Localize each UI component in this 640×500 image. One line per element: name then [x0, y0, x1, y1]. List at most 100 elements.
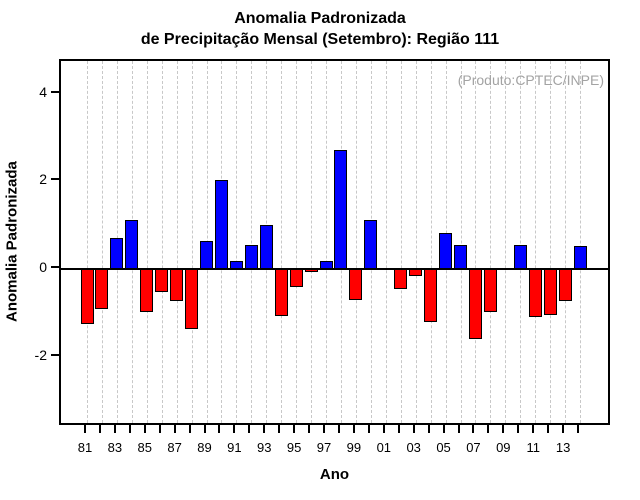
gridline	[400, 61, 402, 423]
x-tick	[352, 425, 355, 433]
bar-99	[349, 269, 363, 301]
bar-93	[259, 224, 273, 269]
x-tick	[547, 425, 550, 433]
bar-08	[483, 269, 497, 312]
y-tick	[51, 178, 59, 181]
chart-title: Anomalia Padronizada de Precipitação Men…	[0, 8, 640, 50]
x-tick	[487, 425, 490, 433]
y-tick-label: 4	[39, 83, 47, 100]
y-tick-label: 2	[39, 171, 47, 188]
x-tick-label: 81	[77, 440, 93, 455]
x-tick-label: 87	[167, 440, 182, 455]
bar-13	[558, 269, 572, 302]
x-tick	[113, 425, 116, 433]
gridline	[430, 61, 432, 423]
x-tick-label: 93	[257, 440, 272, 455]
gridline	[87, 61, 88, 423]
bar-95	[289, 269, 303, 287]
gridline	[281, 61, 283, 423]
bar-94	[274, 269, 288, 317]
gridline	[161, 61, 163, 423]
bar-98	[334, 150, 348, 269]
gridline	[550, 61, 552, 423]
x-tick-label: 03	[406, 440, 421, 455]
x-tick	[143, 425, 146, 433]
x-tick	[577, 425, 580, 433]
x-tick	[382, 425, 385, 433]
bar-05	[439, 232, 453, 269]
bar-02	[394, 269, 408, 290]
gridline	[385, 61, 387, 423]
bar-81	[80, 269, 94, 324]
x-tick	[263, 425, 266, 433]
x-tick-label: 83	[107, 440, 123, 455]
x-tick-label: 09	[496, 440, 511, 455]
x-tick	[532, 425, 535, 433]
gridline	[326, 61, 328, 423]
bar-12	[543, 269, 557, 316]
bar-92	[244, 245, 258, 269]
bar-06	[454, 245, 467, 269]
x-tick-label: 01	[376, 440, 392, 455]
x-tick	[218, 425, 221, 433]
x-tick	[562, 425, 565, 433]
gridline	[296, 61, 298, 423]
bar-87	[170, 269, 184, 301]
plot-area	[59, 59, 610, 425]
gridline	[251, 61, 253, 423]
x-tick	[278, 425, 281, 433]
x-tick-label: 97	[316, 440, 332, 455]
bar-10	[513, 245, 527, 269]
x-tick	[293, 425, 296, 433]
x-tick	[233, 425, 236, 433]
chart-title-line2: de Precipitação Mensal (Setembro): Regiã…	[140, 31, 500, 48]
y-tick	[51, 353, 59, 356]
gridline	[415, 61, 417, 423]
x-tick-label: 07	[466, 440, 481, 455]
gridline	[355, 61, 357, 423]
x-tick-label: 99	[346, 440, 362, 455]
x-tick	[442, 425, 445, 433]
x-tick	[98, 425, 101, 433]
x-tick	[457, 425, 460, 433]
gridline	[146, 61, 148, 423]
gridline	[580, 61, 582, 423]
x-tick	[412, 425, 415, 433]
y-tick-label: 0	[39, 259, 47, 275]
gridline	[176, 61, 178, 423]
x-tick-label: 05	[436, 440, 451, 455]
bar-11	[528, 269, 542, 318]
x-tick	[502, 425, 505, 433]
bar-86	[155, 269, 169, 293]
gridline	[475, 61, 477, 423]
chart-title-line1: Anomalia Padronizada	[234, 10, 406, 27]
x-tick-label: 91	[227, 440, 242, 455]
x-tick	[84, 425, 86, 433]
x-tick	[308, 425, 311, 433]
x-tick	[158, 425, 161, 433]
gridline	[505, 61, 507, 423]
bar-04	[424, 269, 438, 322]
gridline	[490, 61, 492, 423]
x-tick	[367, 425, 370, 433]
bar-14	[573, 245, 587, 269]
gridline	[311, 61, 313, 423]
bar-90	[214, 180, 228, 269]
gridline	[191, 61, 193, 423]
gridline	[460, 61, 462, 423]
gridline	[520, 61, 522, 423]
zero-baseline	[61, 268, 608, 270]
gridline	[236, 61, 238, 423]
x-tick-label: 85	[137, 440, 152, 455]
x-tick	[397, 425, 400, 433]
x-axis-label: Ano	[319, 466, 350, 483]
bar-88	[185, 269, 199, 329]
bar-89	[200, 240, 214, 269]
x-tick	[323, 425, 326, 433]
x-tick	[472, 425, 475, 433]
x-tick	[337, 425, 340, 433]
x-tick	[173, 425, 176, 433]
x-tick-label: 89	[197, 440, 212, 455]
x-tick	[427, 425, 430, 433]
